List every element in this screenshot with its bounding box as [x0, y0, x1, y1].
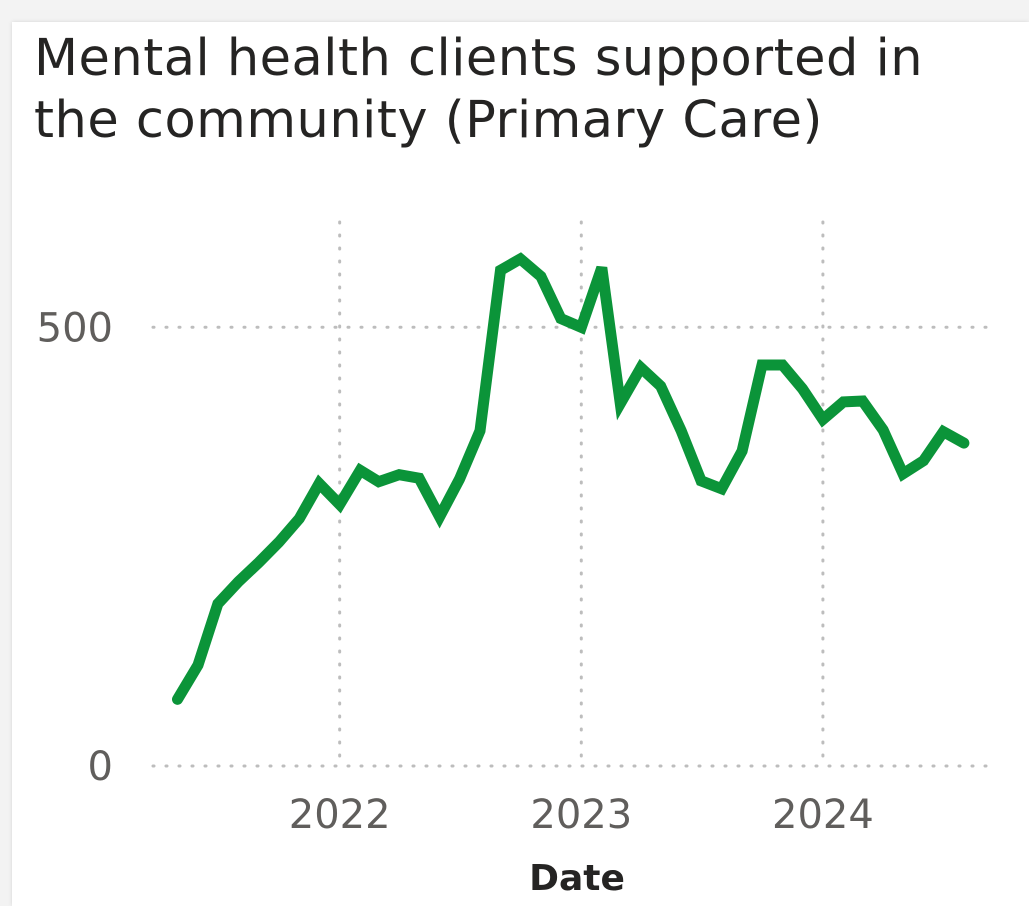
- line-chart: 0 500 2022 2023 2024 Date: [12, 22, 1029, 906]
- x-tick-label: 2023: [530, 792, 632, 838]
- y-tick-label: 0: [88, 744, 113, 790]
- y-tick-label: 500: [37, 305, 113, 351]
- x-tick-label: 2024: [772, 792, 874, 838]
- x-axis-label: Date: [529, 858, 625, 899]
- tick-labels: 0 500 2022 2023 2024: [37, 305, 874, 838]
- gridlines: [153, 222, 997, 766]
- series-line: [178, 259, 964, 699]
- series-layer: [178, 259, 964, 699]
- x-tick-label: 2022: [289, 792, 391, 838]
- chart-card: Mental health clients supported in the c…: [12, 22, 1029, 906]
